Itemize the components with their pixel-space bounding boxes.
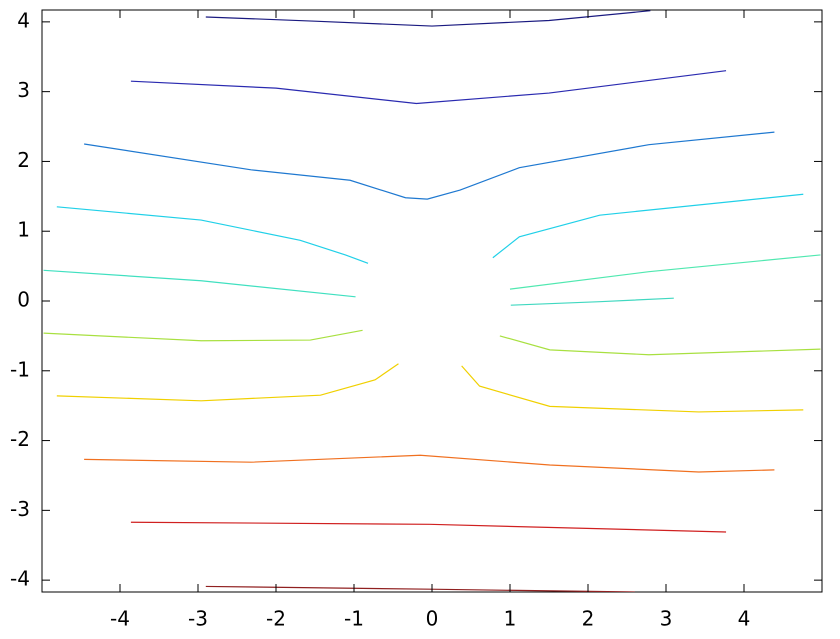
contour-line <box>492 193 804 259</box>
contour-line <box>499 335 821 356</box>
x-tick-label: 2 <box>582 607 595 631</box>
plot-frame <box>41 9 823 593</box>
contour-line <box>43 269 356 298</box>
contour-line <box>130 521 727 533</box>
y-tick-label: -4 <box>10 567 30 591</box>
y-tick-label: -3 <box>10 497 30 521</box>
x-tick-label: -1 <box>344 607 364 631</box>
contour-line <box>43 329 363 342</box>
x-tick-label: 0 <box>426 607 439 631</box>
contour-line <box>510 297 674 306</box>
x-tick-label: -2 <box>266 607 286 631</box>
x-tick-label: -4 <box>110 607 130 631</box>
contour-line <box>130 70 727 105</box>
y-tick-label: -2 <box>10 427 30 451</box>
contour-line <box>56 363 399 402</box>
y-tick-label: -1 <box>10 357 30 381</box>
y-tick-label: 0 <box>17 288 30 312</box>
contour-line <box>205 10 651 27</box>
lines <box>43 10 821 592</box>
x-tick-label: 1 <box>504 607 517 631</box>
contour-line <box>84 454 775 473</box>
contour-line <box>509 254 821 290</box>
y-tick-label: 1 <box>17 218 30 242</box>
x-tick-label: 4 <box>738 607 751 631</box>
x-tick-label: 3 <box>660 607 673 631</box>
x-tick-label: -3 <box>188 607 208 631</box>
y-tick-label: 2 <box>17 148 30 172</box>
contour-line <box>84 131 775 200</box>
contour-line <box>461 365 804 413</box>
y-tick-label: 4 <box>17 8 30 32</box>
contour-line <box>205 585 635 592</box>
contour-line <box>56 206 369 264</box>
y-tick-label: 3 <box>17 78 30 102</box>
